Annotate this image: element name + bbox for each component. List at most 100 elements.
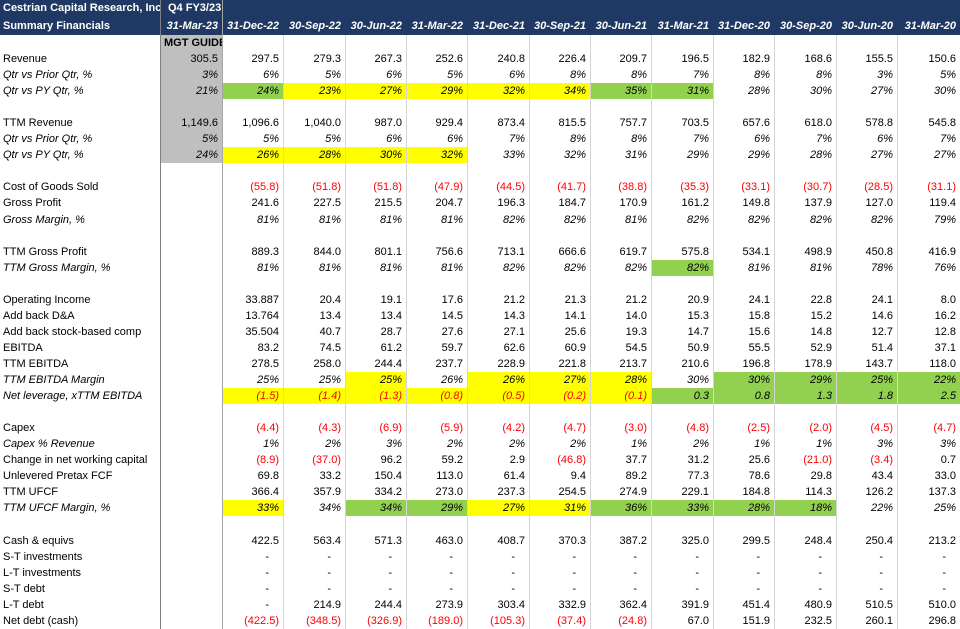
- value-cell: 357.9: [313, 486, 341, 499]
- value-cell: 29%: [775, 372, 836, 389]
- value-cell: 237.7: [435, 357, 463, 370]
- value-cell: 150.4: [374, 470, 402, 483]
- value-cell: 31%: [530, 500, 590, 517]
- value-cell: 14.6: [871, 309, 893, 322]
- value-cell: 24.1: [871, 293, 893, 306]
- value-cell: 82%: [624, 261, 647, 274]
- value-cell: (4.7): [933, 422, 956, 435]
- date-header: 30-Sep-22: [289, 20, 341, 32]
- value-cell: 81%: [624, 213, 647, 226]
- value-cell: 27%: [933, 149, 956, 162]
- value-cell: 74.5: [319, 341, 341, 354]
- value-cell: 2.9: [509, 454, 525, 467]
- value-cell: 2%: [447, 438, 463, 451]
- value-cell: 30%: [714, 372, 774, 389]
- value-cell: 29%: [747, 149, 770, 162]
- value-cell: 703.5: [681, 117, 709, 130]
- value-cell: (1.5): [223, 388, 283, 405]
- value-cell: 2.5: [898, 388, 960, 405]
- value-cell: (4.3): [318, 422, 341, 435]
- value-cell: 81%: [318, 261, 341, 274]
- value-cell: -: [879, 582, 883, 595]
- value-cell: 221.8: [558, 357, 586, 370]
- value-cell: 79%: [933, 213, 956, 226]
- value-cell: 5%: [325, 69, 341, 82]
- value-cell: 83.2: [257, 341, 279, 354]
- value-cell: 22.8: [810, 293, 832, 306]
- value-cell: 332.9: [558, 598, 586, 611]
- value-cell: 480.9: [804, 598, 832, 611]
- value-cell: 267.3: [374, 53, 402, 65]
- value-cell: 143.7: [865, 357, 893, 370]
- value-cell: -: [327, 550, 331, 563]
- value-cell: 25%: [318, 374, 341, 386]
- value-cell: (21.0): [803, 454, 832, 467]
- value-cell: 59.7: [441, 341, 463, 354]
- value-cell: 13.764: [245, 309, 279, 322]
- value-cell: 422.5: [251, 534, 279, 547]
- value-cell: 151.9: [742, 614, 770, 627]
- value-cell: -: [388, 566, 392, 579]
- value-cell: 8%: [570, 133, 586, 146]
- value-cell: (4.4): [256, 422, 279, 435]
- value-cell: 14.5: [441, 309, 463, 322]
- value-cell: 3%: [877, 69, 893, 82]
- value-cell: 52.9: [810, 341, 832, 354]
- value-cell: (0.2): [530, 388, 590, 405]
- value-cell: 757.7: [619, 117, 647, 130]
- value-cell: -: [265, 566, 269, 579]
- value-cell: 62.6: [503, 341, 525, 354]
- row-label: Qtr vs Prior Qtr, %: [3, 69, 93, 82]
- value-cell: 60.9: [564, 341, 586, 354]
- value-cell: 12.8: [934, 325, 956, 338]
- value-cell: (33.1): [741, 181, 770, 194]
- date-header: 31-Dec-22: [227, 20, 279, 32]
- value-cell: 21.3: [564, 293, 586, 306]
- value-cell: 196.5: [681, 53, 709, 65]
- value-cell: 43.4: [871, 470, 893, 483]
- value-cell: 182.9: [742, 53, 770, 65]
- value-cell: 61.2: [380, 341, 402, 354]
- value-cell: -: [879, 550, 883, 563]
- column-line: [590, 35, 591, 629]
- value-cell: 40.7: [319, 325, 341, 338]
- value-cell: 81%: [440, 213, 463, 226]
- value-cell: (1.3): [346, 388, 406, 405]
- value-cell: 0.7: [940, 454, 956, 467]
- value-cell: (6.9): [379, 422, 402, 435]
- value-cell: (105.3): [490, 614, 525, 627]
- value-cell: 387.2: [619, 534, 647, 547]
- value-cell: (326.9): [367, 614, 402, 627]
- value-cell: 25.6: [564, 325, 586, 338]
- value-cell: 31.2: [687, 454, 709, 467]
- row-label: TTM Gross Profit: [3, 245, 87, 258]
- value-cell: (2.5): [747, 422, 770, 435]
- value-cell: 1,040.0: [304, 117, 341, 130]
- value-cell: -: [695, 566, 699, 579]
- value-cell: 20.4: [319, 293, 341, 306]
- value-cell: 81%: [747, 261, 770, 274]
- row-label: TTM UFCF Margin, %: [3, 502, 111, 515]
- value-cell: 14.8: [810, 325, 832, 338]
- value-cell: 297.5: [251, 53, 279, 65]
- value-cell: 873.4: [497, 117, 525, 130]
- value-cell: 237.3: [497, 486, 525, 499]
- value-cell: 16.2: [934, 309, 956, 322]
- guide-value: 24%: [195, 149, 218, 162]
- value-cell: 244.4: [374, 357, 402, 370]
- row-label: Gross Profit: [3, 197, 62, 210]
- value-cell: 8%: [570, 69, 586, 82]
- value-cell: 666.6: [558, 245, 586, 258]
- value-cell: 1%: [631, 438, 647, 451]
- value-cell: 81%: [379, 213, 402, 226]
- date-header: 30-Jun-20: [841, 20, 893, 32]
- value-cell: 82%: [686, 213, 709, 226]
- value-cell: -: [942, 566, 946, 579]
- value-cell: 30%: [686, 374, 709, 386]
- value-cell: 137.9: [804, 197, 832, 210]
- subtitle: Summary Financials: [3, 20, 110, 32]
- guide-value: 1,149.6: [181, 117, 218, 130]
- value-cell: 22%: [898, 372, 960, 389]
- value-cell: 303.4: [497, 598, 525, 611]
- value-cell: 889.3: [251, 245, 279, 258]
